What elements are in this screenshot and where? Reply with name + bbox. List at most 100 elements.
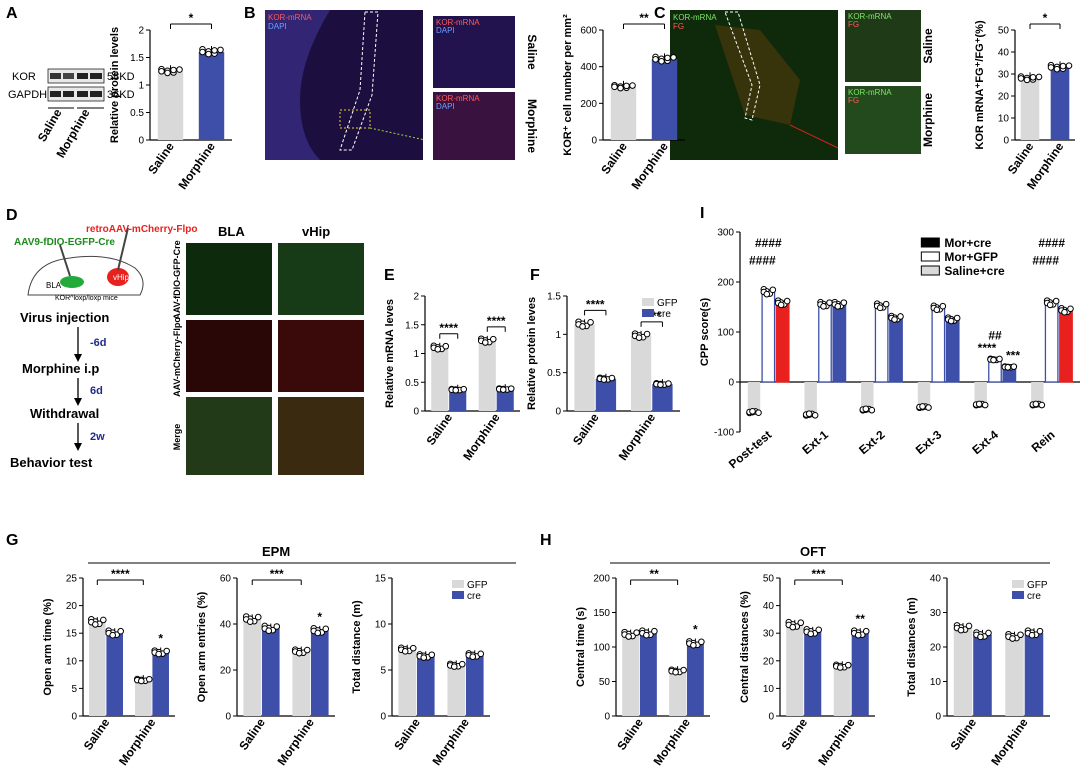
- sig-label-G1-a1: *: [158, 632, 163, 646]
- dot-H2-0-0-pt-3: [797, 619, 805, 627]
- legend-swatch-F-1: [642, 309, 654, 317]
- x-cat-label-I-4: Ext-4: [969, 427, 1001, 457]
- dot-I-4-1-pt-3: [996, 355, 1003, 363]
- legend-label-I-0: Mor+cre: [944, 236, 991, 250]
- dot-I-2-0-pt-5: [862, 405, 870, 413]
- bar-F-saline-gfp: [574, 324, 595, 411]
- dot-F-1-0-pt-5: [635, 334, 643, 341]
- dot-A-0-pt-3: [176, 66, 183, 73]
- y-tick-label-G3-1: 5: [380, 666, 386, 677]
- syringe-vhip-icon: [117, 227, 129, 271]
- dot-I-4-2-pt-3: [1010, 363, 1018, 370]
- bar-C-morphine: [1050, 67, 1070, 140]
- annot-I-1: ####: [749, 254, 776, 268]
- x-cat-label-B-1: Morphine: [629, 139, 672, 192]
- x-cat-label-I-2: Ext-2: [856, 427, 888, 457]
- dot-E-0-1-pt-5: [452, 386, 460, 394]
- bar-H2-morphine-gfp: [833, 666, 851, 716]
- y-tick-label-C-3: 30: [998, 70, 1010, 81]
- mic-b-label-kor: KOR-mRNA: [268, 13, 312, 22]
- dot-E-1-1-pt-3: [507, 385, 515, 392]
- mic-b-label-dapi: DAPI: [268, 22, 287, 31]
- dot-G3-1-1-pt-5: [469, 653, 477, 661]
- virus-label-aav9: AAV9-fDIO-EGFP-Cre: [14, 237, 115, 248]
- dot-C-0-pt-3: [1035, 73, 1043, 81]
- y-tick-label-F-2: 1: [555, 330, 561, 341]
- oft-title: OFT: [800, 544, 826, 559]
- dot-H3-0-1-pt-3: [985, 629, 992, 637]
- micrograph-b: KOR-mRNA DAPI KOR-mRNA DAPI KOR-mRNA DAP…: [265, 10, 539, 160]
- dot-F-1-0-pt-3: [643, 330, 651, 338]
- annot-I-2: ##: [988, 329, 1002, 343]
- mic-c-side-morphine: Morphine: [921, 93, 935, 147]
- bar-H3-saline-gfp: [953, 628, 973, 716]
- dot-A-1-pt-4: [199, 48, 206, 56]
- y-tick-label-G1-2: 10: [66, 656, 78, 667]
- y-tick-label-A-4: 2: [138, 26, 144, 37]
- mic-c-label-kor: KOR-mRNA: [673, 13, 717, 22]
- vhip-region-icon: [107, 268, 129, 286]
- dot-I-3-0-pt-5: [919, 403, 926, 410]
- dot-I-1-1-pt-5: [820, 303, 827, 310]
- y-tick-label-E-3: 1.5: [405, 320, 419, 331]
- bar-H2-morphine-cre: [851, 633, 869, 716]
- bar-I-1-1: [818, 303, 832, 383]
- x-cat-label-H1-0: Saline: [614, 715, 646, 752]
- dot-F-0-0-pt-3: [587, 318, 594, 326]
- dot-F-1-1-pt-5: [657, 381, 664, 389]
- sig-label-E-0: ****: [439, 321, 458, 335]
- annot-I-0: ####: [755, 236, 782, 250]
- y-tick-label-I-4: 300: [717, 228, 734, 239]
- dot-F-0-0-pt-5: [579, 323, 586, 330]
- panel-label-i: I: [700, 205, 704, 222]
- dot-G2-1-1-pt-5: [314, 629, 322, 637]
- dot-E-1-0-pt-3: [489, 335, 497, 343]
- bar-H1-saline-cre: [639, 633, 657, 716]
- dot-B-1-pt-5: [658, 57, 665, 65]
- y-axis-label-A: Relative protein levels: [109, 27, 121, 143]
- bar-I-0-1: [761, 291, 776, 383]
- x-cat-label-E-1: Morphine: [460, 410, 503, 463]
- dot-H2-0-0-pt-5: [789, 623, 797, 631]
- bar-H2-saline-gfp: [786, 624, 804, 716]
- y-tick-label-E-1: 0.5: [405, 378, 419, 389]
- step-behavior: Behavior test: [10, 455, 93, 470]
- dot-I-1-2-pt-3: [840, 299, 848, 306]
- y-tick-label-H3-4: 40: [930, 574, 942, 585]
- y-axis-label-E: Relative mRNA leves: [384, 299, 396, 408]
- brain-label-mice: KOR^loxp/loxp mice: [55, 295, 118, 302]
- img-col-vhip: vHip: [302, 224, 330, 239]
- bar-G2-saline-cre: [261, 628, 280, 716]
- legend-swatch-H3-0: [1012, 580, 1024, 588]
- y-tick-label-G2-2: 40: [220, 620, 232, 631]
- mic-b-inset2-dapi: DAPI: [436, 102, 455, 111]
- dot-I-5-2-pt-3: [1067, 305, 1074, 313]
- sig-label-E-1: ****: [487, 314, 506, 328]
- dot-F-0-1-pt-3: [608, 374, 616, 382]
- bar-F-morphine-cre: [652, 384, 673, 411]
- y-tick-label-E-2: 1: [413, 349, 419, 360]
- x-cat-label-H3-1: Morphine: [988, 715, 1031, 768]
- dot-H1-0-1-pt-5: [643, 631, 650, 639]
- dot-G2-0-1-pt-3: [273, 623, 281, 630]
- bar-I-3-0: [917, 382, 931, 407]
- bar-I-3-1: [931, 307, 946, 383]
- dot-G1-1-0-pt-5: [138, 677, 145, 685]
- blot-label-gapdh: GAPDH: [8, 89, 47, 101]
- x-cat-label-H2-0: Saline: [778, 715, 810, 752]
- x-cat-label-I-3: Ext-3: [913, 427, 945, 457]
- bar-H3-morphine-cre: [1024, 633, 1044, 716]
- bar-I-3-2: [945, 318, 960, 383]
- dot-I-5-1-pt-5: [1046, 301, 1054, 309]
- y-tick-label-C-0: 0: [1003, 136, 1009, 147]
- bar-C-saline: [1020, 78, 1040, 140]
- dot-I-0-0-pt-5: [749, 407, 756, 415]
- y-axis-label-F: Relative protein leves: [526, 297, 538, 410]
- dot-B-1-pt-6: [664, 54, 671, 62]
- dot-B-0-pt-4: [611, 83, 618, 91]
- x-cat-label-F-1: Morphine: [616, 410, 659, 463]
- dot-G1-0-0-pt-3: [100, 616, 107, 624]
- panel-label-a: A: [6, 5, 18, 22]
- y-tick-label-G3-0: 0: [380, 712, 386, 723]
- dot-G3-0-1-pt-5: [420, 654, 428, 661]
